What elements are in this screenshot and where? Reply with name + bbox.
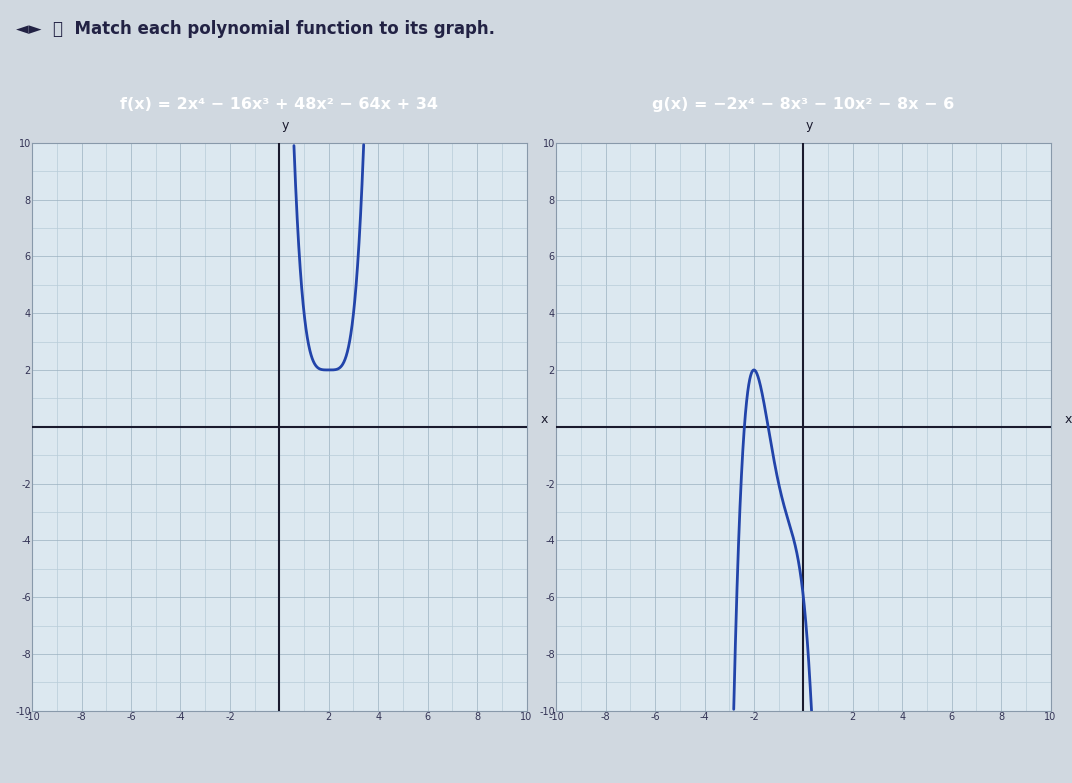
Text: x: x [540, 413, 548, 426]
Text: f(x) = 2x⁴ − 16x³ + 48x² − 64x + 34: f(x) = 2x⁴ − 16x³ + 48x² − 64x + 34 [120, 97, 438, 113]
Text: ◄►  🔊  Match each polynomial function to its graph.: ◄► 🔊 Match each polynomial function to i… [16, 20, 495, 38]
Text: y: y [806, 119, 814, 132]
Text: y: y [282, 119, 289, 132]
Text: x: x [1064, 413, 1072, 426]
Text: g(x) = −2x⁴ − 8x³ − 10x² − 8x − 6: g(x) = −2x⁴ − 8x³ − 10x² − 8x − 6 [652, 97, 954, 113]
